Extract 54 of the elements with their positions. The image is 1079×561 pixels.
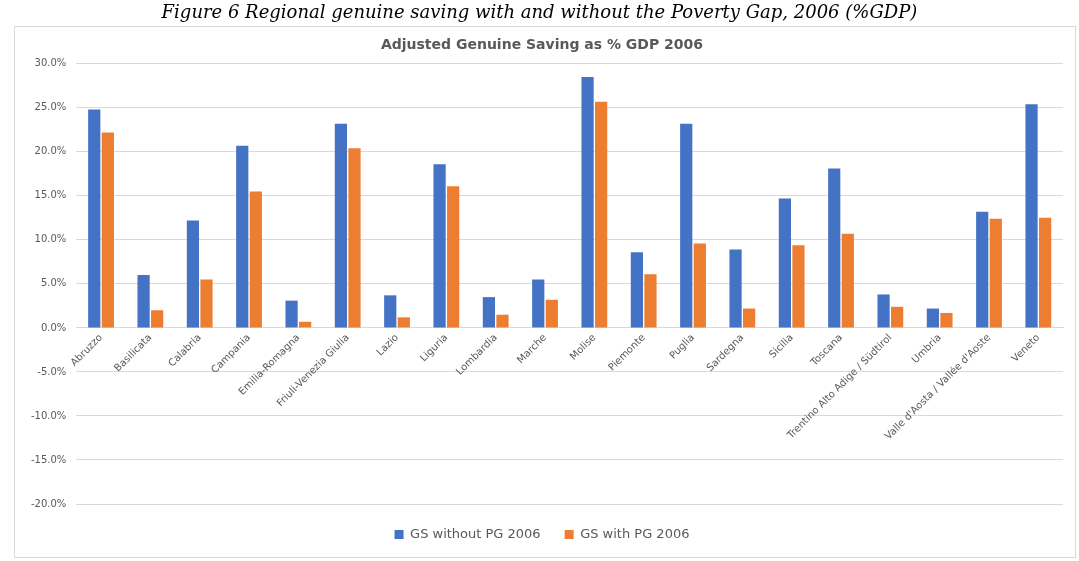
bar <box>137 275 150 328</box>
bar <box>496 314 509 328</box>
bar <box>989 218 1002 328</box>
legend-label: GS without PG 2006 <box>410 525 541 541</box>
y-tick-label: 10.0% <box>34 233 67 245</box>
bar <box>397 317 410 328</box>
bar <box>348 148 361 328</box>
bar <box>482 297 496 328</box>
y-tick-label: -5.0% <box>37 365 67 377</box>
legend-label: GS with PG 2006 <box>580 525 690 541</box>
bar <box>186 220 200 328</box>
bar <box>447 186 460 328</box>
bar <box>1025 104 1038 328</box>
y-tick-label: 15.0% <box>34 189 67 201</box>
bar <box>926 308 939 328</box>
bar <box>940 312 953 328</box>
y-tick-label: 25.0% <box>34 101 67 113</box>
bar <box>743 308 756 328</box>
y-tick-label: -10.0% <box>30 409 67 421</box>
bar <box>151 310 164 328</box>
bar <box>778 198 791 328</box>
bar <box>581 77 594 328</box>
bar <box>384 295 397 328</box>
bar <box>792 245 805 328</box>
y-tick-label: -15.0% <box>30 453 67 465</box>
bar <box>891 306 904 328</box>
bar <box>1039 217 1052 328</box>
bar <box>693 243 706 328</box>
bar <box>877 294 890 328</box>
y-tick-label: 20.0% <box>34 145 67 157</box>
chart-title: Adjusted Genuine Saving as % GDP 2006 <box>380 36 704 53</box>
bar <box>644 274 657 328</box>
bar <box>729 249 742 328</box>
y-tick-label: 5.0% <box>40 277 67 289</box>
bar <box>200 279 213 328</box>
bar <box>680 123 693 328</box>
y-tick-label: 30.0% <box>34 57 67 69</box>
bar <box>285 300 298 328</box>
bar <box>976 211 989 328</box>
bar <box>545 299 558 328</box>
bar <box>828 168 841 328</box>
y-tick-label: 0.0% <box>40 321 67 333</box>
bar <box>595 101 608 328</box>
bar <box>249 191 262 328</box>
bar <box>841 233 854 328</box>
bar <box>88 109 101 328</box>
bar <box>532 279 545 328</box>
bar <box>101 132 114 328</box>
bar <box>334 123 348 328</box>
y-tick-label: -20.0% <box>30 497 67 509</box>
bar <box>630 252 644 328</box>
caption: Figure 6 Regional genuine saving with and without the Poverty Gap, 2006 (%GDP) <box>160 0 919 24</box>
bar <box>236 145 249 328</box>
bar <box>433 164 446 328</box>
